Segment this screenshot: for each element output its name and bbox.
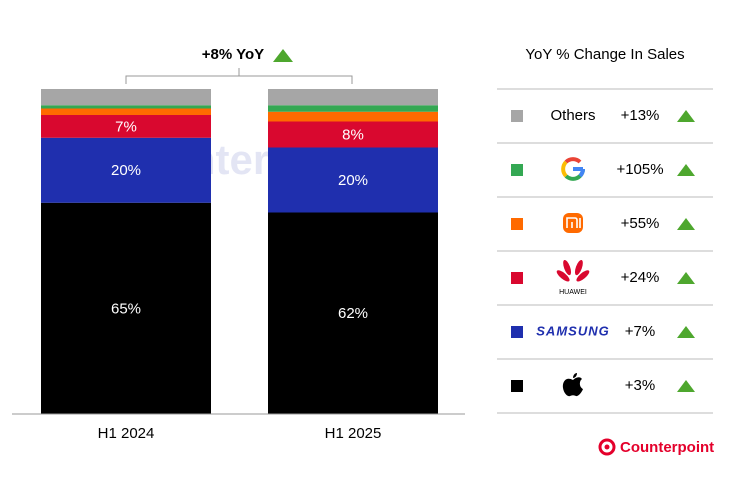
yoy-label: +3% xyxy=(625,377,655,394)
data-label: 7% xyxy=(115,118,137,135)
bar-segment xyxy=(41,115,211,138)
yoy-arrow xyxy=(677,380,695,392)
legend-swatch xyxy=(511,164,523,176)
bar-segment xyxy=(268,111,438,122)
bar-segment xyxy=(268,121,438,148)
bar-segment xyxy=(41,89,211,106)
bar-segment xyxy=(268,212,438,414)
yoy-label: +55% xyxy=(621,215,660,232)
legend-title: YoY % Change In Sales xyxy=(525,46,684,63)
yoy-arrow xyxy=(677,110,695,122)
yoy-arrow xyxy=(677,272,695,284)
data-label: 8% xyxy=(342,126,364,143)
brand-logo: Counterpoint xyxy=(598,438,714,456)
yoy-label: +7% xyxy=(625,323,655,340)
up-arrow xyxy=(273,49,293,62)
data-label: 65% xyxy=(111,300,141,317)
bar-segment xyxy=(41,137,211,203)
yoy-arrow xyxy=(677,164,695,176)
bars: 65% 20% 7% 62% 20% 8% xyxy=(41,89,438,414)
data-label: 20% xyxy=(338,172,368,189)
legend-swatch xyxy=(511,272,523,284)
bar-segment xyxy=(268,105,438,112)
apple-logo xyxy=(562,373,583,397)
bar-segment xyxy=(268,147,438,213)
yoy-label: +13% xyxy=(621,107,660,124)
data-label: 20% xyxy=(111,162,141,179)
brand-name: Counterpoint xyxy=(620,439,714,456)
huawei-logo xyxy=(556,259,590,282)
legend-swatch xyxy=(511,326,523,338)
legend-swatch xyxy=(511,380,523,392)
data-label: 62% xyxy=(338,305,368,322)
x-tick-label: H1 2025 xyxy=(325,425,382,442)
legend: Others +13% +105% +55% HUAWEI +24% SAMSUNG +7% +… xyxy=(497,88,713,414)
yoy-arrow xyxy=(677,218,695,230)
legend-swatch xyxy=(511,110,523,122)
bracket xyxy=(125,75,353,84)
x-tick-label: H1 2024 xyxy=(98,425,155,442)
legend-name: HUAWEI xyxy=(559,289,587,296)
xiaomi-logo xyxy=(563,213,583,233)
bar-segment xyxy=(268,89,438,106)
bar-segment xyxy=(41,108,211,115)
legend-swatch xyxy=(511,218,523,230)
yoy-label: +105% xyxy=(616,161,663,178)
legend-name: Others xyxy=(550,107,595,124)
annotation: +8% YoY xyxy=(202,46,264,63)
yoy-arrow xyxy=(677,326,695,338)
yoy-label: +24% xyxy=(621,269,660,286)
google-logo xyxy=(561,157,585,181)
bar-segment xyxy=(41,202,211,414)
bar-segment xyxy=(41,105,211,109)
legend-name: SAMSUNG xyxy=(536,323,609,338)
